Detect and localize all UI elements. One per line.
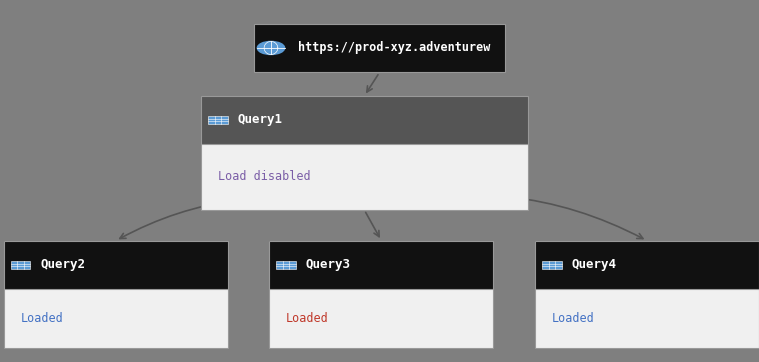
FancyBboxPatch shape: [542, 261, 562, 269]
Text: Loaded: Loaded: [552, 312, 594, 325]
FancyBboxPatch shape: [535, 241, 759, 289]
FancyBboxPatch shape: [4, 289, 228, 348]
Text: Query4: Query4: [572, 258, 616, 271]
FancyBboxPatch shape: [269, 241, 493, 289]
Text: Load disabled: Load disabled: [218, 171, 310, 184]
Text: Loaded: Loaded: [286, 312, 329, 325]
FancyBboxPatch shape: [208, 116, 228, 124]
FancyBboxPatch shape: [535, 289, 759, 348]
Text: Query2: Query2: [40, 258, 85, 271]
FancyBboxPatch shape: [201, 144, 528, 210]
Text: https://prod-xyz.adventurew: https://prod-xyz.adventurew: [298, 42, 490, 54]
Text: Loaded: Loaded: [20, 312, 63, 325]
FancyBboxPatch shape: [276, 261, 296, 269]
Text: Query3: Query3: [306, 258, 351, 271]
FancyBboxPatch shape: [11, 261, 30, 269]
FancyBboxPatch shape: [4, 241, 228, 289]
FancyBboxPatch shape: [269, 289, 493, 348]
FancyBboxPatch shape: [254, 24, 505, 72]
FancyBboxPatch shape: [201, 96, 528, 144]
Circle shape: [257, 41, 285, 54]
Text: Query1: Query1: [238, 113, 282, 126]
